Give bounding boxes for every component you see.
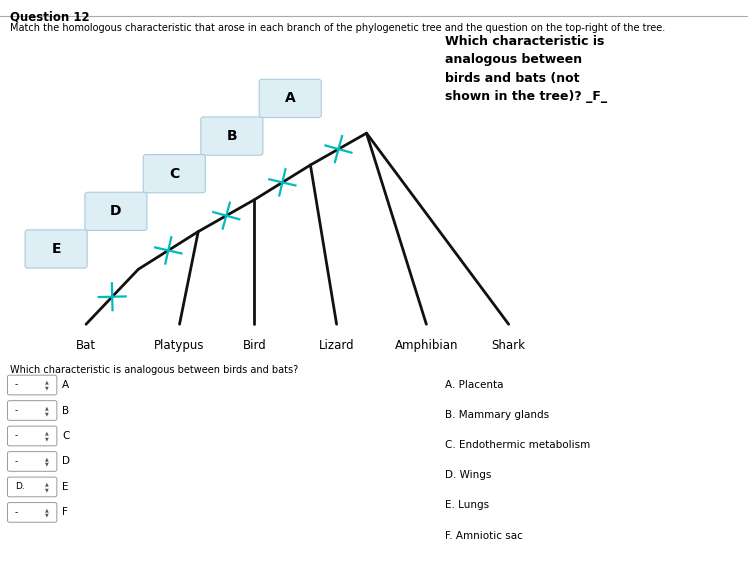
Text: E. Lungs: E. Lungs [445,500,489,511]
Text: ▼: ▼ [44,462,49,467]
FancyBboxPatch shape [143,155,205,193]
Text: D: D [62,456,70,467]
FancyBboxPatch shape [7,477,57,497]
FancyBboxPatch shape [25,230,87,268]
Text: E: E [52,242,61,256]
Text: C: C [169,167,180,181]
FancyBboxPatch shape [7,401,57,420]
Text: -: - [15,508,18,517]
Text: A: A [285,91,295,105]
Text: Match the homologous characteristic that arose in each branch of the phylogeneti: Match the homologous characteristic that… [10,23,665,33]
FancyBboxPatch shape [7,452,57,471]
Text: -: - [15,457,18,466]
Text: ▲: ▲ [44,380,49,384]
Text: B. Mammary glands: B. Mammary glands [445,410,549,420]
Text: ▲: ▲ [44,431,49,435]
Text: ▲: ▲ [44,507,49,512]
Text: Lizard: Lizard [319,339,355,351]
Text: A: A [62,380,70,390]
Text: B: B [62,405,70,416]
Text: A. Placenta: A. Placenta [445,380,503,390]
Text: -: - [15,406,18,415]
Text: ▼: ▼ [44,513,49,518]
Text: F: F [62,507,68,518]
Text: -: - [15,380,18,390]
Text: Bat: Bat [76,339,96,351]
Text: Shark: Shark [491,339,526,351]
FancyBboxPatch shape [85,192,147,230]
Text: ▼: ▼ [44,488,49,492]
Text: Bird: Bird [242,339,266,351]
Text: B: B [227,129,237,143]
FancyBboxPatch shape [7,426,57,446]
Text: F. Amniotic sac: F. Amniotic sac [445,530,523,541]
Text: Platypus: Platypus [154,339,205,351]
FancyBboxPatch shape [200,117,263,155]
Text: D.: D. [15,482,25,492]
Text: Amphibian: Amphibian [395,339,458,351]
Text: Question 12: Question 12 [10,10,89,23]
FancyBboxPatch shape [259,79,322,118]
Text: ▼: ▼ [44,411,49,416]
Text: C. Endothermic metabolism: C. Endothermic metabolism [445,440,590,450]
Text: D. Wings: D. Wings [445,470,491,481]
Text: Which characteristic is analogous between birds and bats?: Which characteristic is analogous betwee… [10,365,298,375]
Text: E: E [62,482,69,492]
Text: ▲: ▲ [44,456,49,461]
Text: Which characteristic is
analogous between
birds and bats (not
shown in the tree): Which characteristic is analogous betwee… [445,35,607,103]
FancyBboxPatch shape [7,375,57,395]
Text: C: C [62,431,70,441]
Text: ▲: ▲ [44,482,49,486]
FancyBboxPatch shape [7,503,57,522]
Text: ▼: ▼ [44,437,49,441]
Text: D: D [110,204,122,218]
Text: ▼: ▼ [44,386,49,390]
Text: -: - [15,431,18,441]
Text: ▲: ▲ [44,405,49,410]
